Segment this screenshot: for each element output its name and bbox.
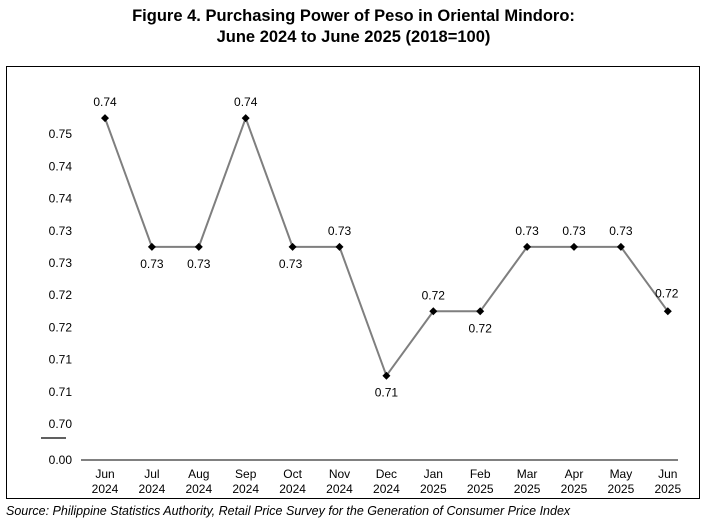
x-tick-label-month: Oct bbox=[283, 467, 302, 481]
data-label: 0.72 bbox=[422, 288, 446, 302]
data-point bbox=[570, 242, 578, 251]
y-tick-label: 0.72 bbox=[49, 288, 73, 302]
y-tick-label: 0.72 bbox=[49, 320, 73, 334]
chart-frame bbox=[6, 66, 700, 499]
x-tick-label-year: 2025 bbox=[654, 482, 681, 496]
x-tick-label-year: 2024 bbox=[232, 482, 259, 496]
x-tick-label-year: 2025 bbox=[420, 482, 447, 496]
y-tick-label: 0.74 bbox=[49, 192, 73, 206]
data-point bbox=[194, 242, 203, 251]
x-tick-label-year: 2024 bbox=[373, 482, 400, 496]
data-label: 0.74 bbox=[93, 95, 117, 109]
x-tick-label-month: Sep bbox=[235, 467, 257, 481]
data-point bbox=[241, 114, 250, 123]
data-label: 0.72 bbox=[469, 321, 493, 335]
x-tick-label-month: May bbox=[610, 467, 633, 481]
x-tick-label-year: 2025 bbox=[467, 482, 494, 496]
x-tick-label-month: Jun bbox=[658, 467, 677, 481]
data-point bbox=[147, 242, 156, 251]
series-line bbox=[104, 115, 669, 378]
y-tick-label: 0.73 bbox=[49, 224, 73, 238]
data-point bbox=[663, 307, 672, 316]
y-tick-label-zero: 0.00 bbox=[49, 453, 73, 467]
chart-title-line-2: June 2024 to June 2025 (2018=100) bbox=[216, 28, 491, 46]
data-label: 0.72 bbox=[655, 286, 679, 300]
x-tick-label-month: Jan bbox=[424, 467, 443, 481]
data-point bbox=[476, 307, 485, 316]
y-tick-label: 0.71 bbox=[49, 385, 73, 399]
y-tick-label: 0.73 bbox=[49, 256, 73, 270]
x-tick-label-year: 2024 bbox=[326, 482, 353, 496]
x-tick-label-year: 2025 bbox=[561, 482, 588, 496]
y-tick-label: 0.70 bbox=[49, 417, 73, 431]
data-point bbox=[429, 307, 438, 316]
data-label: 0.73 bbox=[279, 257, 303, 271]
x-tick-label-month: Jun bbox=[95, 467, 114, 481]
data-point bbox=[335, 242, 344, 251]
source-note: Source: Philippine Statistics Authority,… bbox=[6, 504, 571, 518]
data-point bbox=[101, 114, 109, 123]
data-label: 0.71 bbox=[375, 386, 399, 400]
x-tick-label-month: Aug bbox=[188, 467, 209, 481]
chart-title: Figure 4. Purchasing Power of Peso in Or… bbox=[0, 6, 707, 48]
data-point bbox=[523, 242, 532, 251]
x-tick-label-year: 2024 bbox=[185, 482, 212, 496]
data-label: 0.73 bbox=[187, 257, 211, 271]
x-tick-label-month: Dec bbox=[376, 467, 397, 481]
x-tick-label-month: Nov bbox=[329, 467, 350, 481]
data-label: 0.73 bbox=[140, 257, 164, 271]
data-label: 0.74 bbox=[234, 95, 258, 109]
y-tick-label: 0.75 bbox=[49, 127, 73, 141]
data-label: 0.73 bbox=[562, 224, 586, 238]
data-point bbox=[382, 371, 391, 380]
data-label: 0.73 bbox=[328, 224, 352, 238]
x-tick-label-year: 2024 bbox=[279, 482, 306, 496]
x-tick-label-year: 2024 bbox=[92, 482, 119, 496]
x-tick-label-month: Jul bbox=[144, 467, 159, 481]
chart-title-line-1: Figure 4. Purchasing Power of Peso in Or… bbox=[132, 7, 575, 25]
x-tick-label-year: 2025 bbox=[608, 482, 635, 496]
x-tick-label-year: 2025 bbox=[514, 482, 541, 496]
x-tick-label-month: Mar bbox=[517, 467, 538, 481]
data-label: 0.73 bbox=[609, 224, 633, 238]
y-tick-label: 0.71 bbox=[49, 353, 73, 367]
data-point bbox=[616, 242, 625, 251]
data-label: 0.73 bbox=[515, 224, 539, 238]
x-tick-label-year: 2024 bbox=[139, 482, 166, 496]
x-tick-label-month: Feb bbox=[470, 467, 491, 481]
x-tick-label-month: Apr bbox=[565, 467, 584, 481]
y-tick-label: 0.74 bbox=[49, 159, 73, 173]
data-point bbox=[288, 242, 297, 251]
